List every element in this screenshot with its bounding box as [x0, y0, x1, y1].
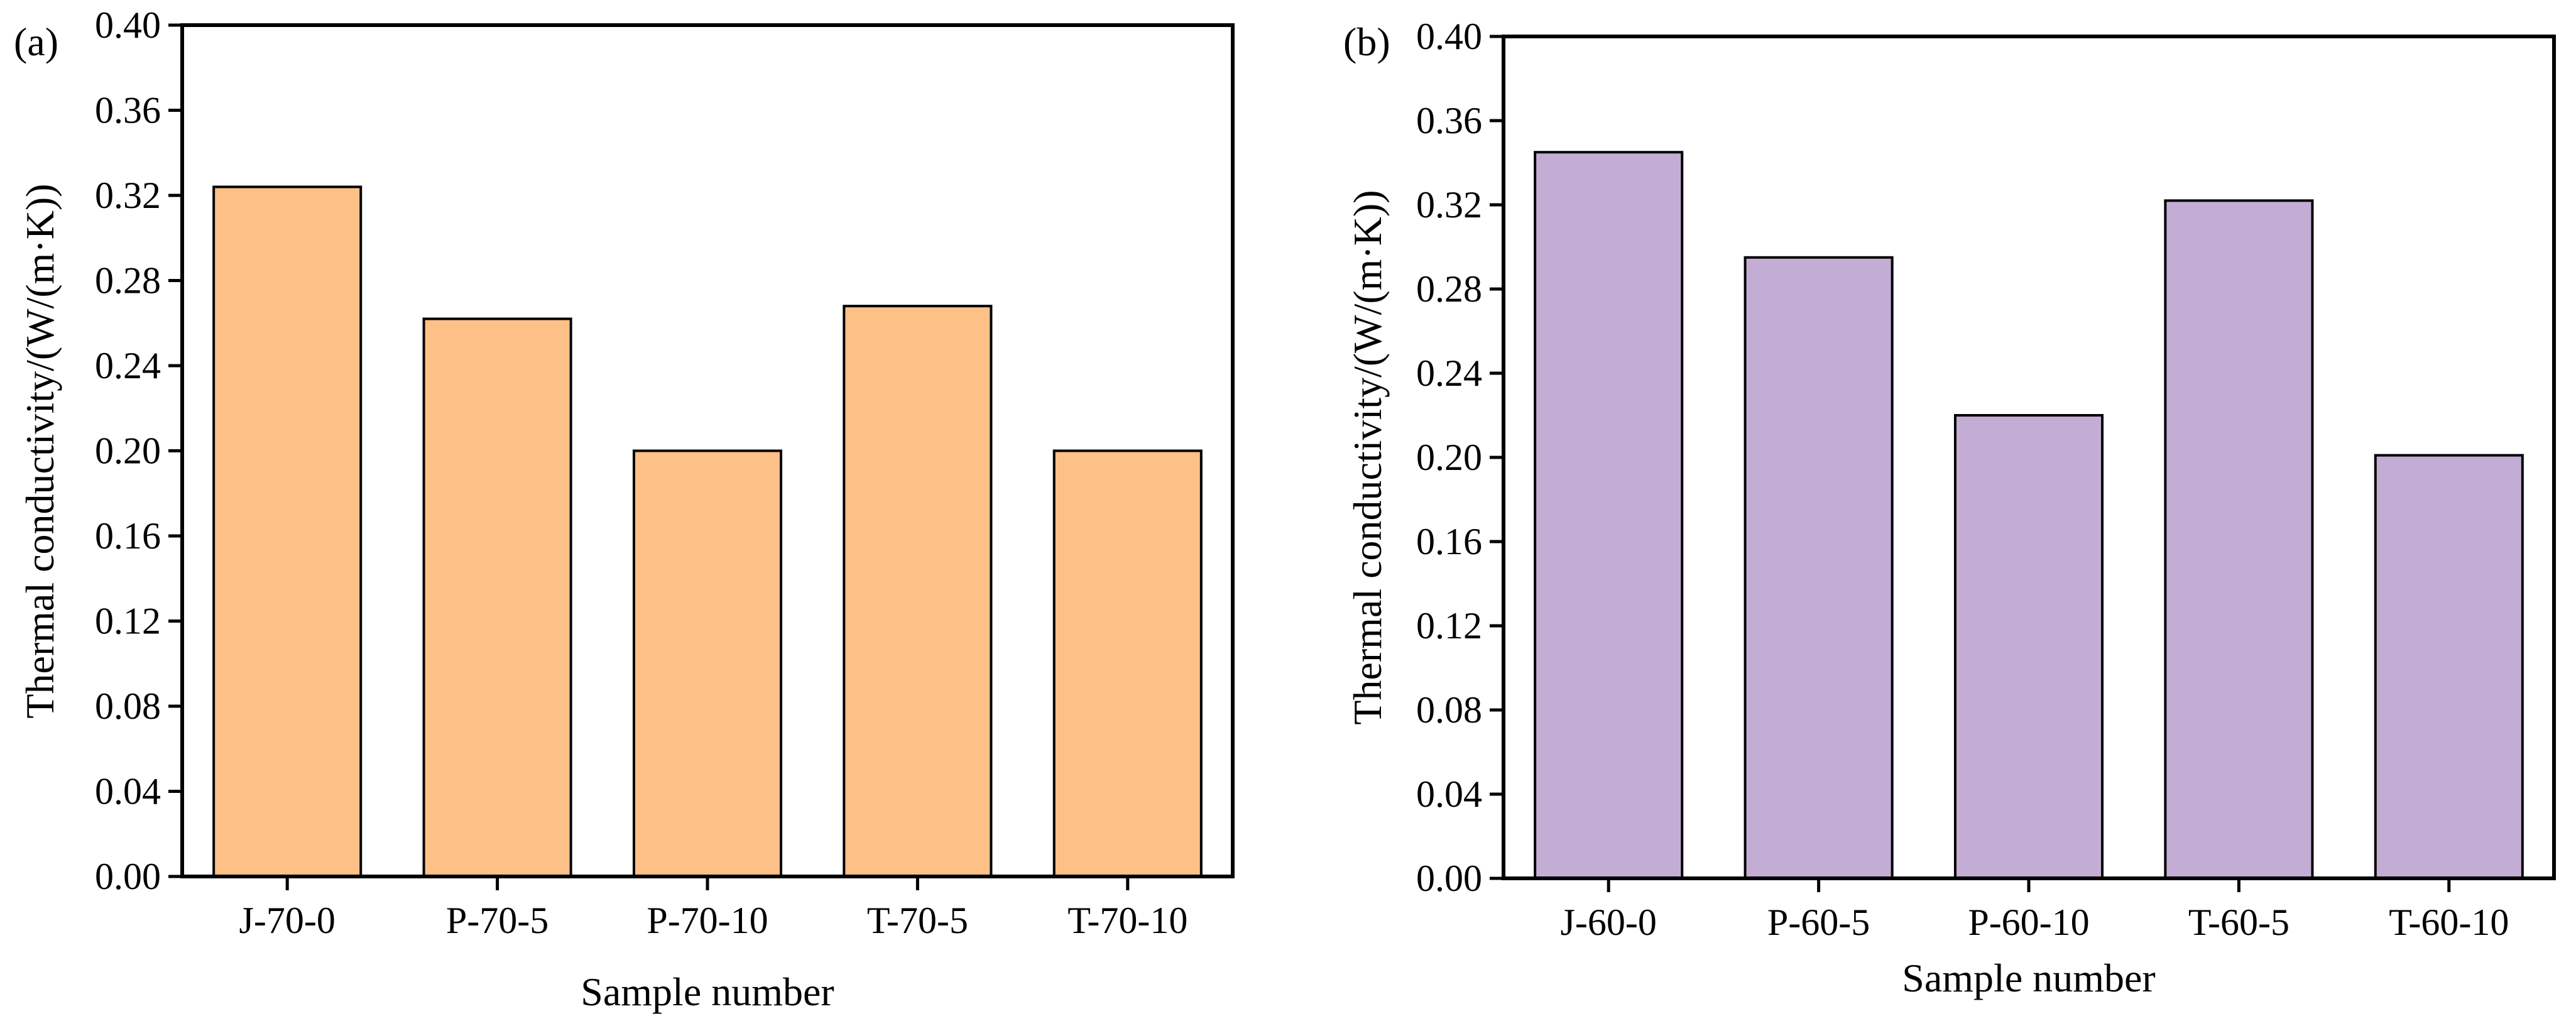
x-tick-label-a-2: P-70-10 — [647, 900, 768, 941]
bar-b-P-60-5 — [1744, 256, 1894, 880]
bar-b-T-60-5 — [2164, 199, 2314, 880]
bars-a — [212, 185, 1203, 878]
x-tick-label-b-0: J-60-0 — [1561, 902, 1657, 943]
x-tick-label-b-3: T-60-5 — [2188, 902, 2289, 943]
y-tick-label-b-10: 0.40 — [1416, 16, 1482, 57]
chart-panel-a: (a) 0.00 0.04 0.08 0.12 0.16 0.20 0.24 0.28 0.32… — [14, 4, 1235, 1014]
y-tick-label-b-9: 0.36 — [1416, 100, 1482, 141]
x-axis-title-b: Sample number — [1902, 956, 2155, 1000]
bar-b-J-60-0 — [1534, 151, 1684, 880]
y-tick-label-a-0: 0.00 — [95, 856, 161, 897]
y-tick-label-b-7: 0.28 — [1416, 268, 1482, 310]
y-tick-label-b-3: 0.12 — [1416, 605, 1482, 647]
bar-a-T-70-5 — [843, 305, 993, 878]
x-tick-label-a-4: T-70-10 — [1067, 900, 1187, 941]
panel-label-b: (b) — [1343, 19, 1390, 64]
chart-panel-b: (b) 0.00 0.04 0.08 0.12 0.16 0.20 0.24 0.28 0.32… — [1343, 16, 2556, 1000]
bar-a-P-70-5 — [422, 317, 572, 878]
y-tick-label-a-8: 0.32 — [95, 175, 161, 216]
x-tick-label-b-2: P-60-10 — [1968, 902, 2089, 943]
x-axis-title-a: Sample number — [581, 969, 834, 1014]
bars-b — [1534, 151, 2524, 880]
bar-b-P-60-10 — [1953, 414, 2104, 880]
y-tick-label-a-1: 0.04 — [95, 771, 161, 812]
y-tick-label-b-1: 0.04 — [1416, 773, 1482, 815]
y-tick-label-a-4: 0.16 — [95, 515, 161, 557]
y-tick-label-a-3: 0.12 — [95, 601, 161, 642]
y-tick-label-b-8: 0.32 — [1416, 184, 1482, 226]
y-ticks-a — [168, 23, 182, 878]
panel-label-a: (a) — [14, 19, 58, 64]
y-axis-title-a: Thermal conductivity/(W/(m·K)) — [18, 183, 62, 718]
x-ticks-a — [285, 876, 1130, 890]
y-tick-label-a-5: 0.20 — [95, 430, 161, 472]
y-tick-label-a-9: 0.36 — [95, 90, 161, 131]
y-tick-labels-a: 0.00 0.04 0.08 0.12 0.16 0.20 0.24 0.28 0.32 0.36… — [95, 4, 161, 897]
x-tick-label-a-1: P-70-5 — [446, 900, 548, 941]
y-tick-labels-b: 0.00 0.04 0.08 0.12 0.16 0.20 0.24 0.28 0.32 0.36… — [1416, 16, 1482, 899]
plot-frame-b — [1502, 35, 2556, 880]
plot-frame-a — [180, 23, 1235, 878]
x-ticks-b — [1607, 878, 2451, 892]
x-tick-labels-a: J-70-0 P-70-5 P-70-10 T-70-5 T-70-10 — [239, 900, 1188, 941]
x-tick-label-b-1: P-60-5 — [1767, 902, 1870, 943]
y-tick-label-a-6: 0.24 — [95, 345, 161, 386]
bar-a-J-70-0 — [212, 185, 363, 878]
y-tick-label-b-0: 0.00 — [1416, 858, 1482, 899]
x-tick-label-a-3: T-70-5 — [867, 900, 968, 941]
bar-a-P-70-10 — [632, 449, 783, 878]
y-axis-title-b: Thermal conductivity/(W/(m·K)) — [1345, 190, 1390, 724]
y-tick-label-a-10: 0.40 — [95, 4, 161, 46]
y-ticks-b — [1490, 35, 1504, 880]
x-tick-label-b-4: T-60-10 — [2389, 902, 2509, 943]
y-tick-label-a-2: 0.08 — [95, 685, 161, 727]
x-tick-label-a-0: J-70-0 — [239, 900, 336, 941]
x-tick-labels-b: J-60-0 P-60-5 P-60-10 T-60-5 T-60-10 — [1561, 902, 2509, 943]
bar-a-T-70-10 — [1052, 449, 1203, 878]
y-tick-label-b-6: 0.24 — [1416, 352, 1482, 394]
y-tick-label-b-2: 0.08 — [1416, 689, 1482, 731]
y-tick-label-b-4: 0.16 — [1416, 521, 1482, 562]
y-tick-label-a-7: 0.28 — [95, 260, 161, 302]
bar-b-T-60-10 — [2374, 454, 2524, 880]
y-tick-label-b-5: 0.20 — [1416, 437, 1482, 478]
